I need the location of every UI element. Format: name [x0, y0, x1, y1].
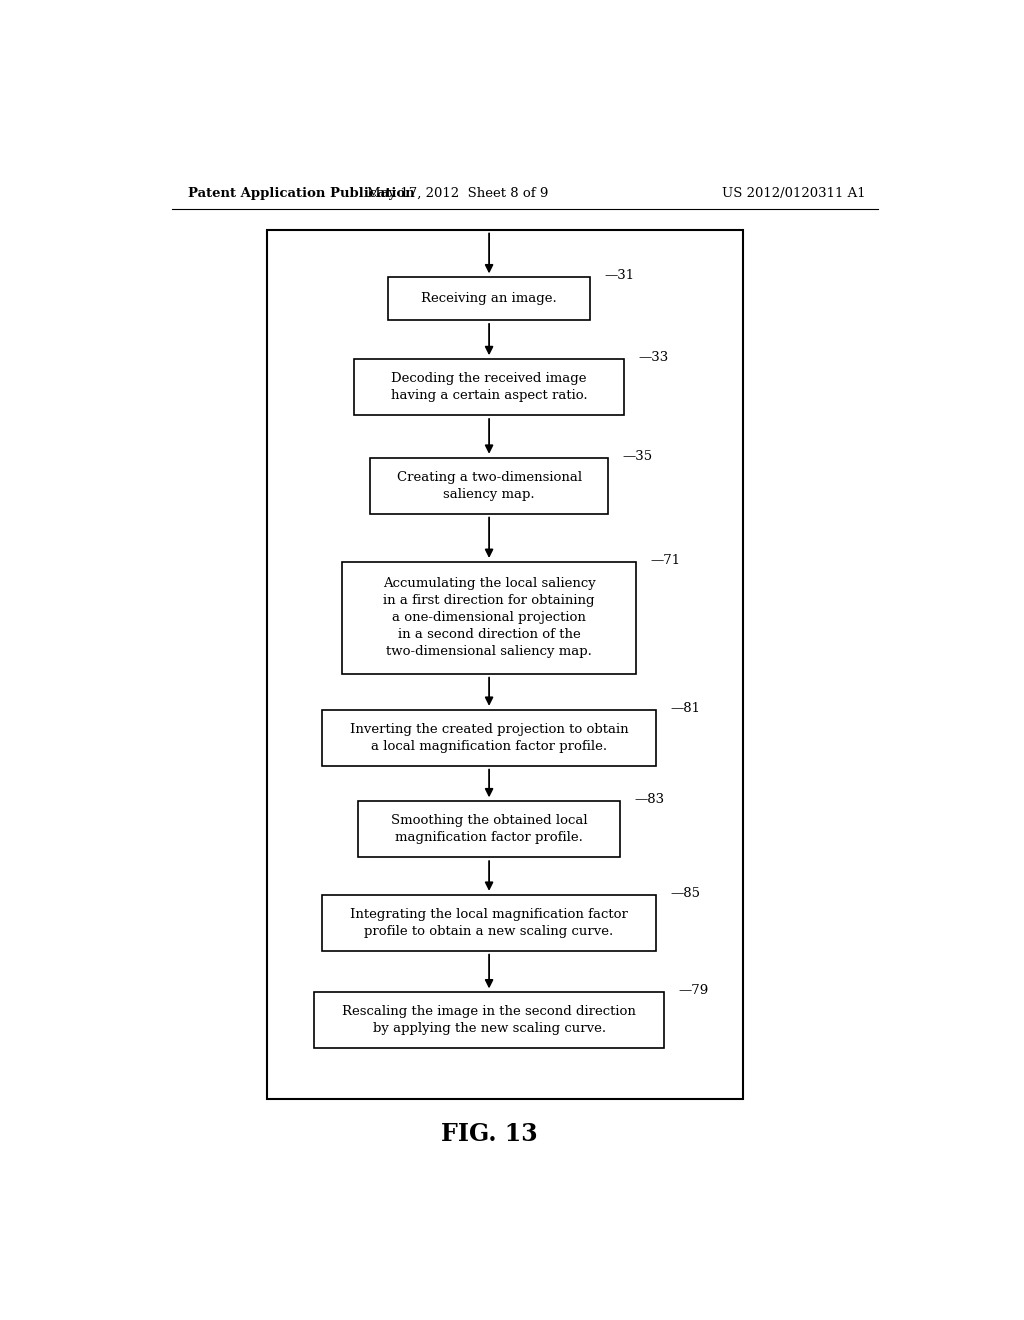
Text: Smoothing the obtained local
magnification factor profile.: Smoothing the obtained local magnificati…	[391, 814, 588, 845]
Bar	[358, 801, 621, 857]
Text: Rescaling the image in the second direction
by applying the new scaling curve.: Rescaling the image in the second direct…	[342, 1006, 636, 1035]
Text: —31: —31	[604, 269, 635, 282]
Text: —35: —35	[623, 450, 652, 462]
Text: Decoding the received image
having a certain aspect ratio.: Decoding the received image having a cer…	[391, 372, 588, 403]
Text: May 17, 2012  Sheet 8 of 9: May 17, 2012 Sheet 8 of 9	[367, 187, 548, 201]
Text: —79: —79	[678, 985, 709, 997]
Text: —83: —83	[634, 793, 665, 807]
Text: Receiving an image.: Receiving an image.	[421, 292, 557, 305]
Bar	[370, 458, 608, 513]
Bar	[323, 710, 655, 766]
Text: —85: —85	[670, 887, 700, 900]
Bar	[314, 993, 664, 1048]
Bar	[342, 562, 636, 673]
Text: —33: —33	[638, 351, 669, 364]
Text: US 2012/0120311 A1: US 2012/0120311 A1	[722, 187, 866, 201]
Bar	[323, 895, 655, 950]
Text: Integrating the local magnification factor
profile to obtain a new scaling curve: Integrating the local magnification fact…	[350, 908, 628, 937]
Bar	[354, 359, 624, 414]
Bar	[267, 230, 743, 1098]
Bar	[388, 277, 590, 319]
Text: Accumulating the local saliency
in a first direction for obtaining
a one-dimensi: Accumulating the local saliency in a fir…	[383, 577, 596, 659]
Text: FIG. 13: FIG. 13	[440, 1122, 538, 1146]
Text: Patent Application Publication: Patent Application Publication	[187, 187, 415, 201]
Text: Creating a two-dimensional
saliency map.: Creating a two-dimensional saliency map.	[396, 471, 582, 500]
Text: —71: —71	[650, 554, 680, 566]
Text: —81: —81	[670, 702, 700, 714]
Text: Inverting the created projection to obtain
a local magnification factor profile.: Inverting the created projection to obta…	[350, 723, 629, 752]
